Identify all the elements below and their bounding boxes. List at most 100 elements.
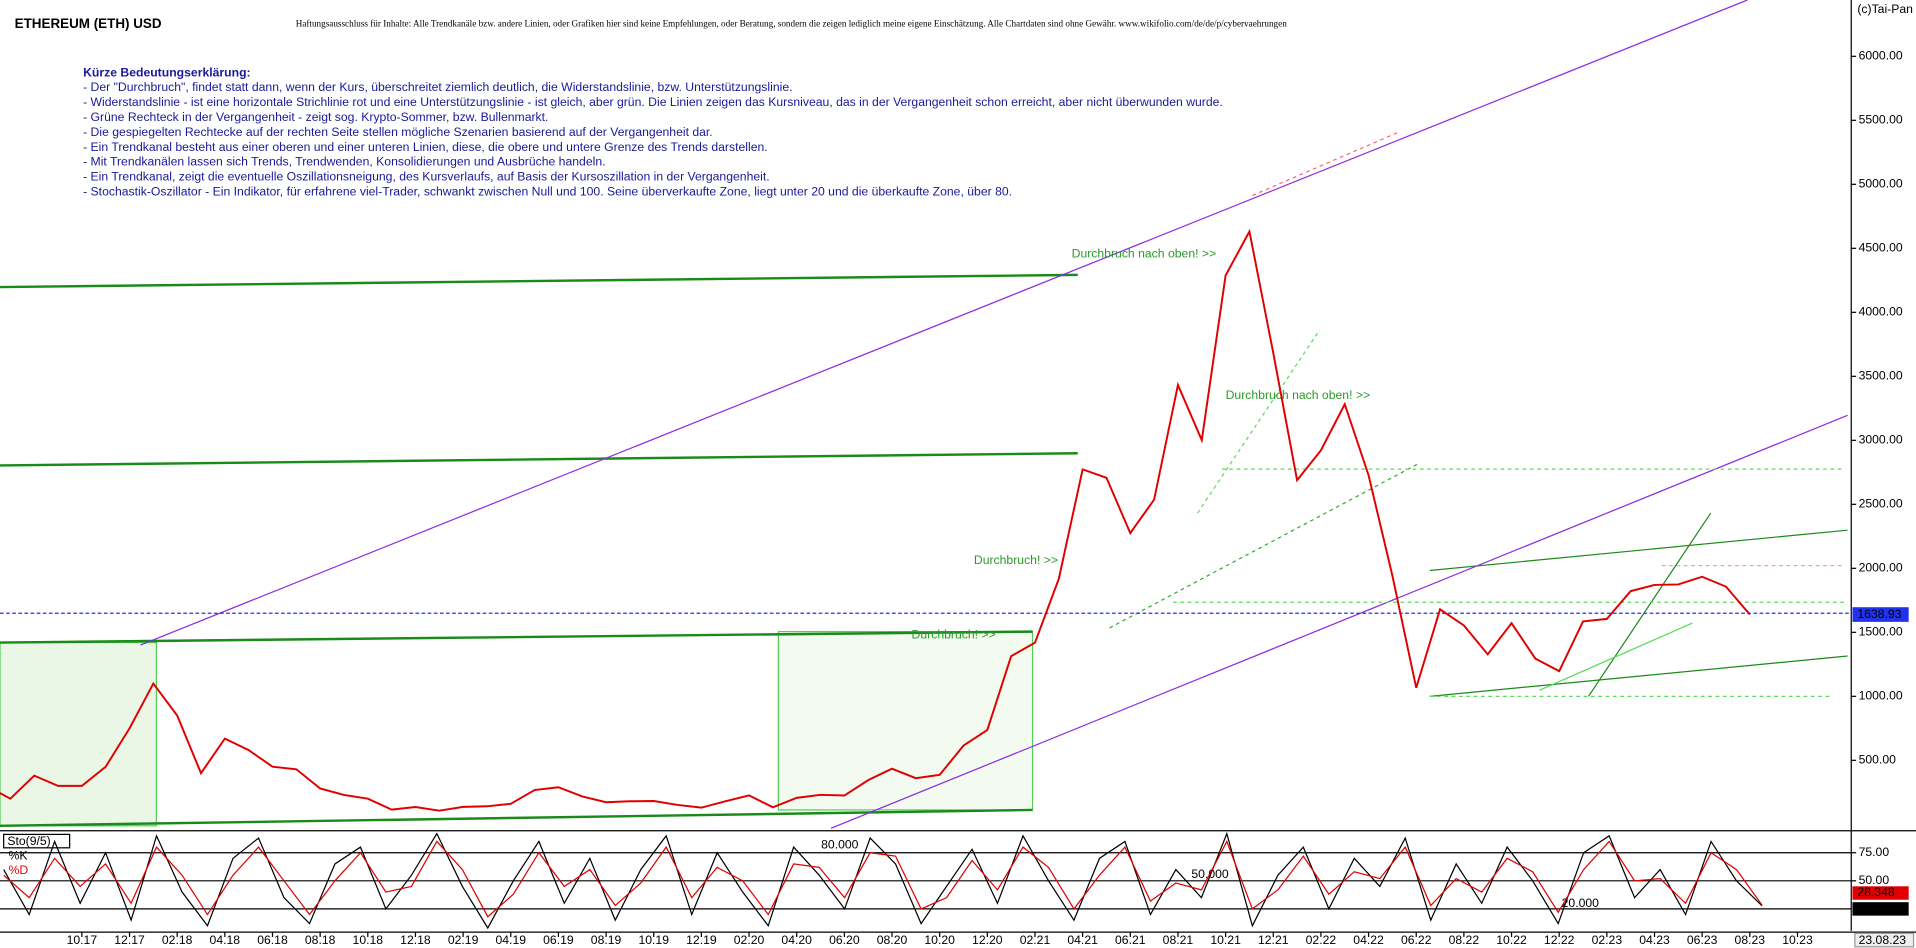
note-line: - Die gespiegelten Rechtecke auf der rec… — [83, 125, 713, 139]
x-tick-label: 10.18 — [353, 933, 384, 947]
trend-line — [1588, 512, 1712, 697]
x-tick-label: 08.23 — [1735, 933, 1766, 947]
stoch-title: Sto(9/5) — [7, 834, 50, 848]
x-tick-label: 08.21 — [1163, 933, 1194, 947]
last-value-label: 27.751 — [1857, 901, 1895, 915]
y-tick-label: 3500.00 — [1859, 369, 1903, 383]
legend-d: %D — [9, 863, 29, 877]
trend-line — [1539, 622, 1693, 691]
y-tick-label: 5000.00 — [1859, 177, 1903, 191]
x-tick-label: 12.17 — [114, 933, 145, 947]
level-label: 20.000 — [1562, 896, 1600, 910]
disclaimer: Haftungsausschluss für Inhalte: Alle Tre… — [296, 19, 1287, 29]
y-tick-label: 75.00 — [1859, 845, 1890, 859]
y-tick-label: 500.00 — [1859, 753, 1897, 767]
last-value-box — [1852, 902, 1909, 916]
x-tick-label: 10.21 — [1210, 933, 1241, 947]
note-line: - Grüne Rechteck in der Vergangenheit - … — [83, 110, 548, 124]
x-tick-label: 12.18 — [400, 933, 431, 947]
x-tick-label: 08.22 — [1449, 933, 1480, 947]
x-tick-label: 02.21 — [1020, 933, 1051, 947]
y-tick-label: 2000.00 — [1859, 561, 1903, 575]
annotation: Durchbruch nach oben! >> — [1072, 246, 1217, 260]
x-tick-label: 04.19 — [495, 933, 526, 947]
x-tick-label: 12.19 — [686, 933, 717, 947]
x-tick-label: 06.18 — [257, 933, 288, 947]
x-tick-label: 02.20 — [734, 933, 765, 947]
y-tick-label: 50.00 — [1859, 873, 1890, 887]
last-price-label: 1638.93 — [1857, 607, 1901, 621]
y-tick-label: 5500.00 — [1859, 113, 1903, 127]
x-tick-label: 10.20 — [924, 933, 955, 947]
note-line: - Stochastik-Oszillator - Ein Indikator,… — [83, 185, 1012, 199]
x-tick-label: 08.20 — [877, 933, 908, 947]
x-tick-label: 10.19 — [638, 933, 669, 947]
last-value-label: 28.348 — [1857, 885, 1895, 899]
y-tick-label: 1000.00 — [1859, 689, 1903, 703]
x-tick-label: 04.18 — [210, 933, 241, 947]
x-tick-label: 02.22 — [1306, 933, 1337, 947]
trend-line — [1429, 655, 1848, 697]
y-tick-label: 6000.00 — [1859, 49, 1903, 63]
trend-line — [1196, 329, 1321, 514]
level-label: 80.000 — [821, 838, 859, 852]
chart-title: ETHEREUM (ETH) USD — [15, 16, 162, 31]
series-line — [3, 839, 1763, 918]
x-tick-label: 10.17 — [67, 933, 98, 947]
x-tick-label: 04.23 — [1639, 933, 1670, 947]
trend-line — [1252, 131, 1400, 197]
x-tick-label: 02.23 — [1592, 933, 1623, 947]
bull-rect — [777, 630, 1034, 811]
x-tick-label: 04.21 — [1067, 933, 1098, 947]
trend-line — [140, 0, 1748, 646]
note-line: - Ein Trendkanal besteht aus einer obere… — [83, 140, 768, 154]
trend-line — [1429, 529, 1848, 572]
x-tick-label: 02.18 — [162, 933, 193, 947]
trend-line — [0, 808, 1033, 828]
last-value-box — [1852, 886, 1909, 900]
x-tick-label: 10.23 — [1782, 933, 1813, 947]
y-tick-label: 2500.00 — [1859, 497, 1903, 511]
trend-line — [0, 452, 1078, 467]
x-tick-label: 12.20 — [972, 933, 1003, 947]
y-tick-label: 4000.00 — [1859, 305, 1903, 319]
x-tick-label: 06.20 — [829, 933, 860, 947]
x-tick-label: 06.22 — [1401, 933, 1432, 947]
bull-rect — [0, 641, 158, 827]
notes-heading: Kürze Bedeutungserklärung: — [83, 66, 251, 80]
x-tick-label: 02.19 — [448, 933, 479, 947]
legend-k: %K — [9, 849, 28, 863]
x-tick-label: 10.22 — [1496, 933, 1527, 947]
note-line: - Der "Durchbruch", findet statt dann, w… — [83, 80, 792, 94]
y-tick-label: 4500.00 — [1859, 241, 1903, 255]
x-tick-label: 12.21 — [1258, 933, 1289, 947]
x-tick-label: 06.19 — [543, 933, 574, 947]
date-box — [1854, 932, 1915, 948]
notes: - Der "Durchbruch", findet statt dann, w… — [83, 80, 1223, 198]
trend-line — [0, 630, 1033, 644]
x-tick-label: 04.22 — [1353, 933, 1384, 947]
trend-line — [0, 273, 1078, 289]
current-date: 23.08.23 — [1859, 933, 1907, 947]
annotation: Durchbruch! >> — [912, 627, 996, 641]
annotation: Durchbruch nach oben! >> — [1226, 388, 1371, 402]
y-tick-label: 1500.00 — [1859, 625, 1903, 639]
note-line: - Widerstandslinie - ist eine horizontal… — [83, 95, 1223, 109]
trend-line — [830, 414, 1848, 829]
last-price-box — [1852, 607, 1909, 622]
trend-lines — [0, 0, 1852, 829]
series-line — [0, 228, 1751, 812]
series-line — [3, 831, 1763, 930]
x-tick-label: 04.20 — [781, 933, 812, 947]
source: (c)Tai-Pan — [1857, 2, 1913, 16]
note-line: - Ein Trendkanal, zeigt die eventuelle O… — [83, 170, 770, 184]
x-tick-label: 08.19 — [591, 933, 622, 947]
y-tick-label: 3000.00 — [1859, 433, 1903, 447]
note-line: - Mit Trendkanälen lassen sich Trends, T… — [83, 155, 605, 169]
x-tick-label: 12.22 — [1544, 933, 1575, 947]
x-tick-label: 08.18 — [305, 933, 336, 947]
x-tick-label: 06.21 — [1115, 933, 1146, 947]
annotation: Durchbruch! >> — [974, 553, 1058, 567]
x-tick-label: 06.23 — [1687, 933, 1718, 947]
